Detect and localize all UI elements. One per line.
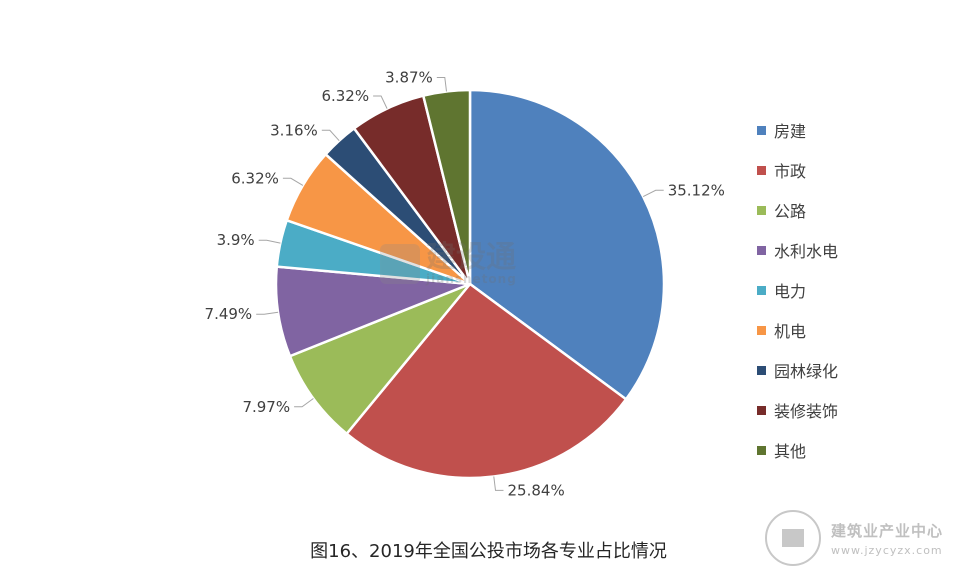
legend-label-1: 市政 (774, 162, 807, 181)
data-label-0: 35.12% (668, 181, 725, 199)
legend-label-6: 园林绿化 (774, 362, 839, 381)
legend-label-7: 装修装饰 (774, 402, 839, 421)
legend-item-0: 房建 (757, 110, 838, 150)
data-label-5: 6.32% (231, 169, 279, 187)
legend-swatch-7 (757, 405, 766, 415)
legend-swatch-0 (757, 125, 766, 135)
leader-line-6 (321, 129, 340, 142)
data-label-8: 3.87% (385, 69, 433, 87)
leader-line-8 (436, 77, 447, 92)
corner-logo-url: www.jzycyzx.com (831, 543, 943, 557)
corner-logo-name: 建筑业产业中心 (831, 521, 944, 540)
legend-label-2: 公路 (774, 202, 807, 221)
leader-line-4 (258, 239, 281, 244)
legend-label-3: 水利水电 (774, 242, 839, 261)
legend-item-4: 电力 (757, 270, 838, 310)
pie-slice-0 (468, 88, 666, 401)
legend-label-8: 其他 (774, 442, 807, 461)
legend-swatch-8 (757, 445, 766, 455)
legend-swatch-4 (757, 285, 766, 295)
legend-item-7: 装修装饰 (757, 390, 838, 430)
legend-swatch-3 (757, 245, 766, 255)
legend-swatch-2 (757, 205, 766, 215)
leader-line-2 (294, 398, 314, 408)
legend-swatch-6 (757, 365, 766, 375)
legend: 房建市政公路水利水电电力机电园林绿化装修装饰其他 (757, 110, 838, 470)
legend-item-6: 园林绿化 (757, 350, 838, 390)
chart-title: 图16、2019年全国公投市场各专业占比情况 (310, 541, 667, 562)
data-label-4: 3.9% (217, 231, 255, 249)
corner-logo: 建筑业产业中心 www.jzycyzx.com (765, 510, 943, 566)
leader-line-0 (642, 189, 664, 198)
legend-label-4: 电力 (774, 282, 807, 301)
leader-line-7 (373, 95, 388, 109)
legend-item-1: 市政 (757, 150, 838, 190)
seal-icon (765, 510, 821, 566)
data-label-3: 7.49% (205, 305, 253, 323)
legend-label-5: 机电 (774, 322, 807, 341)
data-label-1: 25.84% (508, 481, 565, 499)
data-label-2: 7.97% (242, 398, 290, 416)
leader-line-5 (282, 177, 304, 186)
leader-line-3 (256, 311, 279, 315)
pie-slice-2 (288, 282, 471, 436)
legend-label-0: 房建 (774, 122, 807, 141)
legend-swatch-1 (757, 165, 766, 175)
leader-line-1 (493, 476, 504, 491)
legend-item-5: 机电 (757, 310, 838, 350)
legend-swatch-5 (757, 325, 766, 335)
pie-slice-8 (421, 88, 472, 285)
legend-item-3: 水利水电 (757, 230, 838, 270)
legend-item-8: 其他 (757, 430, 838, 470)
data-label-7: 6.32% (321, 87, 369, 105)
legend-item-2: 公路 (757, 190, 838, 230)
data-label-6: 3.16% (270, 121, 318, 139)
